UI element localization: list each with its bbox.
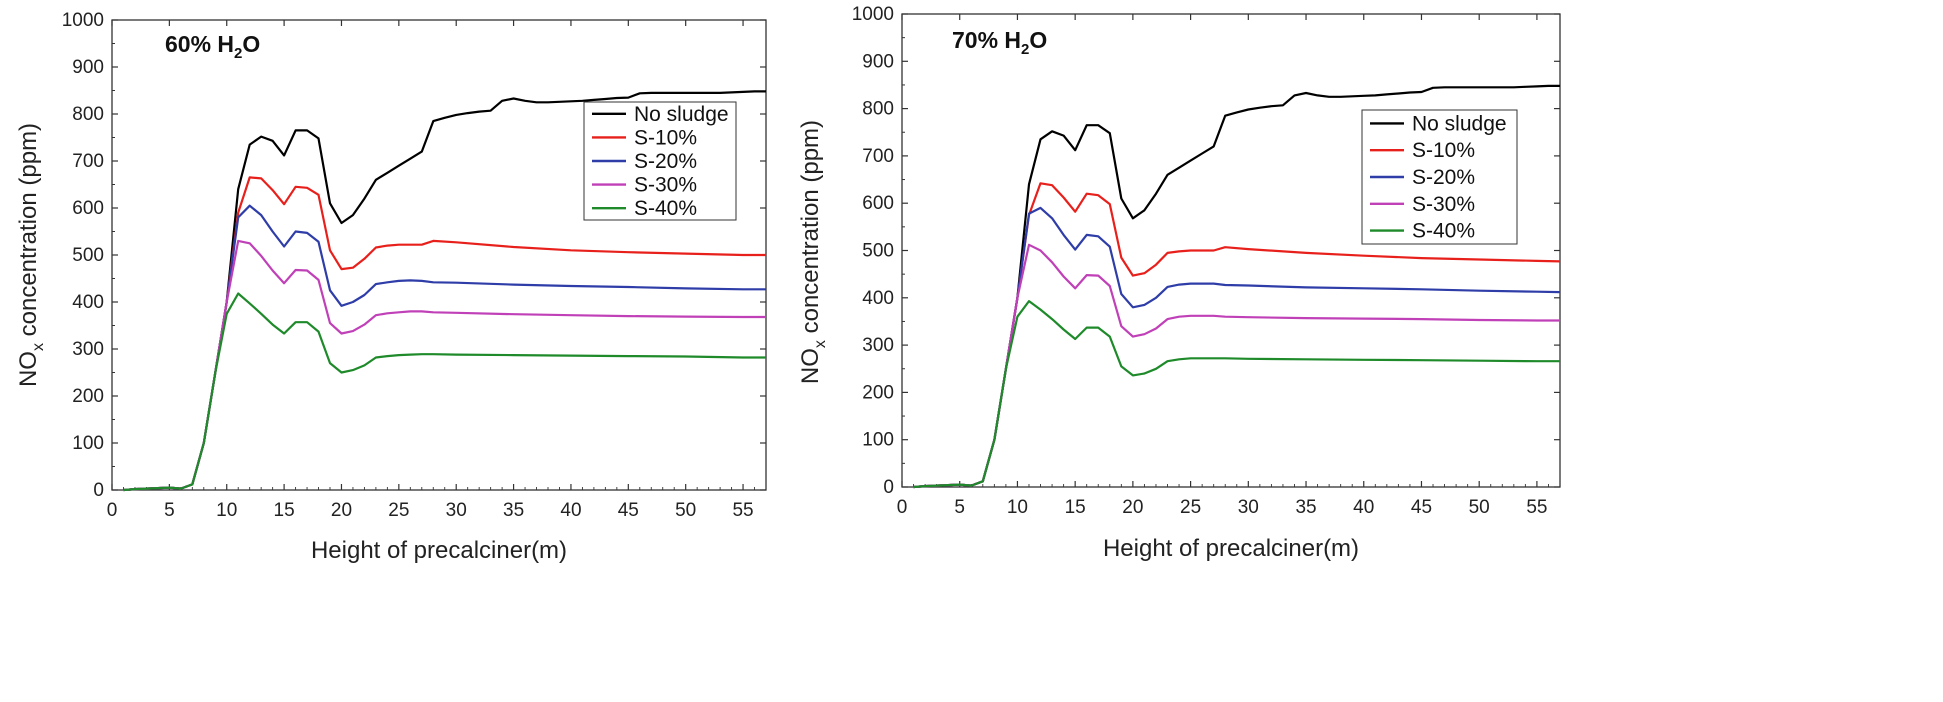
x-tick-label: 25 xyxy=(1180,497,1201,518)
y-tick-label: 1000 xyxy=(62,10,104,31)
y-label-subscript: x xyxy=(812,340,829,348)
annotation-suffix: O xyxy=(242,31,260,57)
legend-entry: S-20% xyxy=(1412,166,1475,189)
y-tick-label: 1000 xyxy=(852,4,894,25)
legend: No sludge S-10% S-20% S-30% S-40% xyxy=(1361,109,1518,245)
x-tick-label: 45 xyxy=(1411,497,1432,518)
x-tick-label: 0 xyxy=(897,497,908,518)
legend-entry: S-20% xyxy=(634,150,697,173)
x-tick-label: 50 xyxy=(1469,497,1490,518)
legend-entry: No sludge xyxy=(1412,112,1507,135)
x-tick-label: 15 xyxy=(274,500,295,521)
x-tick-label: 10 xyxy=(1007,497,1028,518)
x-tick-label: 0 xyxy=(107,500,118,521)
y-tick-label: 600 xyxy=(862,193,894,214)
y-tick-label: 100 xyxy=(72,433,104,454)
legend-entry: S-30% xyxy=(634,174,697,197)
annotation-prefix: 60% H xyxy=(165,31,234,57)
legend-entry: No sludge xyxy=(634,103,729,126)
x-axis-label: Height of precalciner(m) xyxy=(1103,535,1359,562)
x-tick-label: 5 xyxy=(164,500,175,521)
annotation-suffix: O xyxy=(1029,27,1047,53)
series-line-s-10- xyxy=(123,176,766,492)
x-tick-label: 5 xyxy=(954,497,965,518)
x-tick-label: 20 xyxy=(331,500,352,521)
chart-panel-2: 0 100 200 300 400 500 600 700 800 900 1000 0 5 10 15 20… xyxy=(797,4,1561,562)
series-line-s-40- xyxy=(913,300,1560,489)
y-label-prefix: NO xyxy=(797,348,824,384)
x-tick-label: 30 xyxy=(446,500,467,521)
y-label-suffix: concentration (ppm) xyxy=(15,123,42,343)
y-tick-label: 500 xyxy=(862,241,894,262)
series-line-s-30- xyxy=(913,243,1560,489)
y-tick-label: 800 xyxy=(862,99,894,120)
y-tick-label: 300 xyxy=(72,339,104,360)
y-tick-label: 600 xyxy=(72,198,104,219)
x-tick-label: 30 xyxy=(1238,497,1259,518)
legend-entry: S-30% xyxy=(1412,193,1475,216)
y-tick-label: 100 xyxy=(862,430,894,451)
y-tick-label: 200 xyxy=(862,382,894,403)
plot-frame xyxy=(111,19,767,491)
x-tick-label: 50 xyxy=(675,500,696,521)
x-tick-label: 40 xyxy=(560,500,581,521)
x-axis-label: Height of precalciner(m) xyxy=(311,537,567,564)
y-tick-label: 700 xyxy=(862,146,894,167)
series-line-s-40- xyxy=(123,292,766,492)
y-tick-label: 0 xyxy=(93,480,104,501)
annotation-subscript: 2 xyxy=(1021,41,1029,58)
legend-entry: S-10% xyxy=(634,126,697,149)
x-tick-label: 35 xyxy=(1295,497,1316,518)
legend-entry: S-10% xyxy=(1412,139,1475,162)
x-tick-label: 20 xyxy=(1122,497,1143,518)
panel-annotation: 70% H2O xyxy=(952,27,1047,58)
annotation-subscript: 2 xyxy=(234,45,242,62)
x-tick-label: 10 xyxy=(216,500,237,521)
plot-frame xyxy=(901,13,1561,488)
chart-panel-1: 0 100 200 300 400 500 600 700 800 900 1000 0 5 10 15 20… xyxy=(15,10,767,564)
series-line-s-30- xyxy=(123,239,766,492)
y-tick-label: 0 xyxy=(883,477,894,498)
series-line-no-sludge xyxy=(913,84,1560,489)
legend-entry: S-40% xyxy=(634,197,697,220)
y-tick-label: 300 xyxy=(862,335,894,356)
x-tick-label: 55 xyxy=(1526,497,1547,518)
panel-annotation: 60% H2O xyxy=(165,31,260,62)
y-tick-label: 800 xyxy=(72,104,104,125)
y-tick-label: 900 xyxy=(862,51,894,72)
x-tick-label: 40 xyxy=(1353,497,1374,518)
x-tick-label: 35 xyxy=(503,500,524,521)
y-label-suffix: concentration (ppm) xyxy=(797,120,824,340)
x-tick-label: 25 xyxy=(388,500,409,521)
y-axis-label: NOx concentration (ppm) xyxy=(797,120,829,384)
y-label-prefix: NO xyxy=(15,351,42,387)
legend-entry: S-40% xyxy=(1412,220,1475,243)
annotation-prefix: 70% H xyxy=(952,27,1021,53)
x-tick-label: 15 xyxy=(1065,497,1086,518)
y-tick-label: 900 xyxy=(72,57,104,78)
y-label-subscript: x xyxy=(30,343,47,351)
y-tick-label: 700 xyxy=(72,151,104,172)
x-tick-label: 55 xyxy=(732,500,753,521)
x-tick-label: 45 xyxy=(618,500,639,521)
y-tick-label: 400 xyxy=(862,288,894,309)
y-tick-label: 400 xyxy=(72,292,104,313)
y-axis-label: NOx concentration (ppm) xyxy=(15,123,47,387)
y-tick-label: 500 xyxy=(72,245,104,266)
y-tick-label: 200 xyxy=(72,386,104,407)
